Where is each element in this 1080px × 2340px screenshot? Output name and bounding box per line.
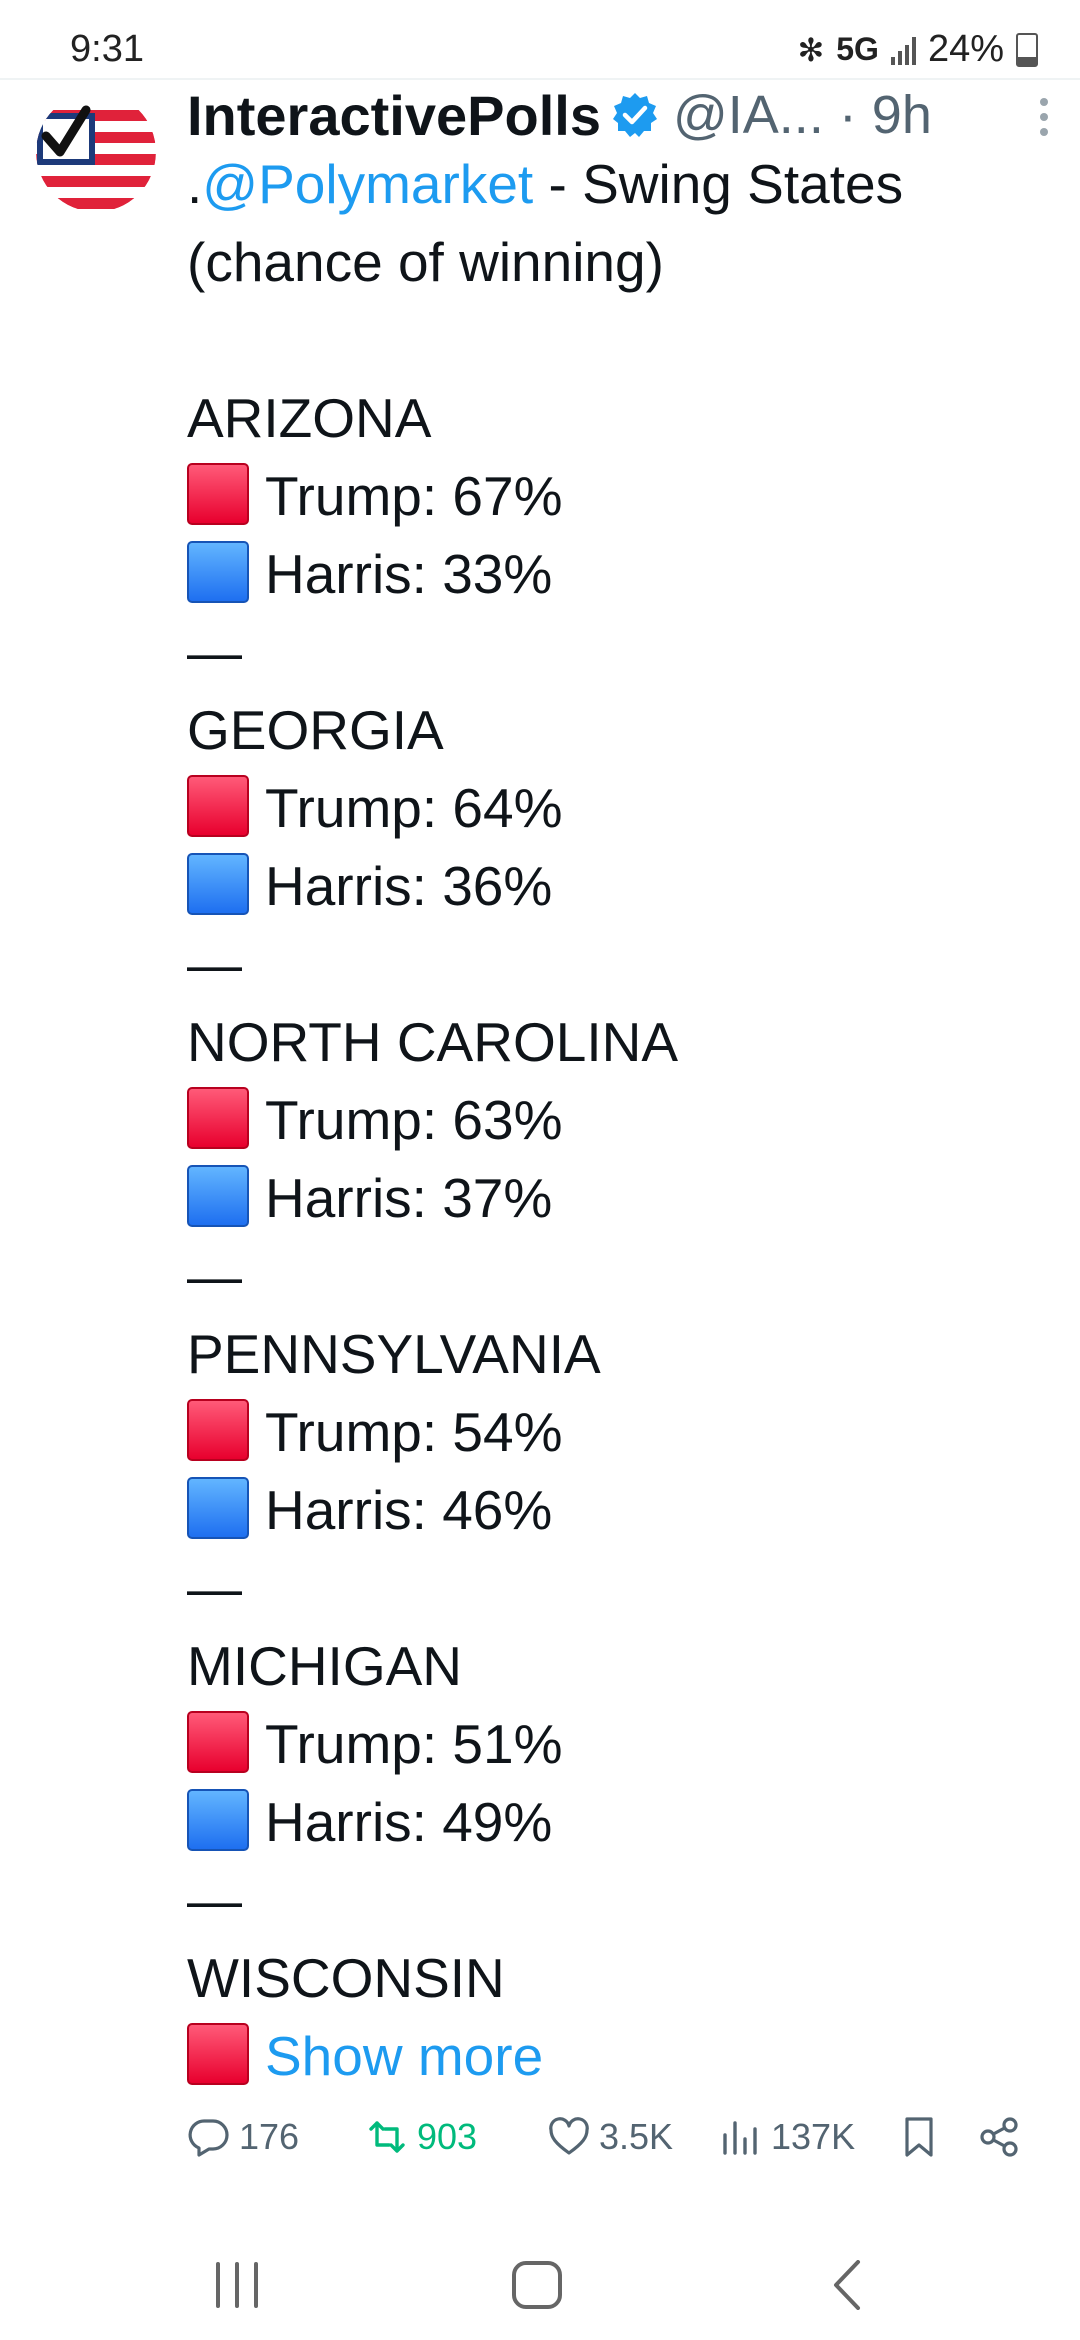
trump-line: Trump: 67%: [187, 457, 1037, 535]
state-name: ARIZONA: [187, 387, 432, 449]
reply-button[interactable]: 176: [187, 2115, 299, 2159]
state-name: WISCONSIN: [187, 1947, 505, 2009]
tweet-header: InteractivePolls @IA... · 9h: [187, 80, 1047, 150]
blue-square-icon: [187, 1789, 249, 1851]
harris-value: Harris: 37%: [265, 1167, 553, 1229]
bluetooth-icon: ✻: [797, 31, 825, 68]
tweet-actions: 176 903 3.5K 137K: [187, 2115, 1027, 2175]
avatar[interactable]: [36, 92, 156, 212]
views-count: 137K: [771, 2116, 856, 2157]
back-button-icon[interactable]: [820, 2260, 874, 2310]
flag-checkmark-logo-icon: [36, 92, 156, 212]
state-name: NORTH CAROLINA: [187, 1011, 678, 1073]
harris-value: Harris: 36%: [265, 855, 553, 917]
blue-square-icon: [187, 1165, 249, 1227]
battery-percent: 24%: [927, 28, 1004, 70]
blue-square-icon: [187, 1477, 249, 1539]
separator: —: [187, 933, 242, 995]
trump-line: Trump: 54%: [187, 1393, 1037, 1471]
separator: —: [187, 1869, 242, 1931]
intro-line: .@Polymarket - Swing States: [187, 145, 1037, 223]
repost-button[interactable]: 903: [365, 2115, 477, 2159]
trump-line: Trump: 63%: [187, 1081, 1037, 1159]
tweet-body: .@Polymarket - Swing States (chance of w…: [187, 145, 1037, 2095]
trump-value: Trump: 67%: [265, 465, 563, 527]
status-time: 9:31: [70, 28, 144, 70]
harris-line: Harris: 46%: [187, 1471, 1037, 1549]
intro-prefix: .: [187, 153, 203, 215]
show-more-line: Show more: [187, 2017, 1037, 2095]
separator: —: [187, 1557, 242, 1619]
share-button[interactable]: [977, 2115, 1021, 2159]
harris-line: Harris: 36%: [187, 847, 1037, 925]
separator: —: [187, 621, 242, 683]
android-navigation-bar: [0, 2220, 1080, 2340]
views-icon: [723, 2121, 757, 2155]
harris-value: Harris: 33%: [265, 543, 553, 605]
signal-icon: [890, 35, 916, 65]
reply-count: 176: [239, 2116, 300, 2157]
home-button-icon[interactable]: [510, 2260, 564, 2310]
polymarket-mention-link[interactable]: @Polymarket: [202, 153, 534, 215]
status-bar: 9:31 ✻ 5G 24%: [0, 0, 1080, 80]
network-type: 5G: [836, 31, 879, 67]
share-icon: [980, 2117, 1018, 2157]
intro-rest: - Swing States: [533, 153, 904, 215]
trump-line: Trump: 64%: [187, 769, 1037, 847]
harris-value: Harris: 49%: [265, 1791, 553, 1853]
trump-line: Trump: 51%: [187, 1705, 1037, 1783]
harris-line: Harris: 33%: [187, 535, 1037, 613]
trump-value: Trump: 51%: [265, 1713, 563, 1775]
blue-square-icon: [187, 853, 249, 915]
intro-line-2: (chance of winning): [187, 231, 664, 293]
show-more-link[interactable]: Show more: [265, 2025, 544, 2087]
red-square-icon: [187, 775, 249, 837]
repost-icon: [369, 2121, 405, 2153]
red-square-icon: [187, 2023, 249, 2085]
trump-value: Trump: 64%: [265, 777, 563, 839]
handle-and-time[interactable]: @IA... · 9h: [672, 85, 932, 145]
harris-line: Harris: 49%: [187, 1783, 1037, 1861]
state-name: GEORGIA: [187, 699, 444, 761]
red-square-icon: [187, 1399, 249, 1461]
more-options-icon[interactable]: [1034, 98, 1054, 136]
like-icon: [549, 2117, 589, 2155]
blue-square-icon: [187, 541, 249, 603]
harris-line: Harris: 37%: [187, 1159, 1037, 1237]
bookmark-icon: [905, 2117, 933, 2157]
red-square-icon: [187, 1711, 249, 1773]
verified-badge-icon: [612, 93, 657, 137]
trump-value: Trump: 63%: [265, 1089, 563, 1151]
repost-count: 903: [417, 2116, 478, 2157]
trump-value: Trump: 54%: [265, 1401, 563, 1463]
author-name[interactable]: InteractivePolls: [187, 83, 601, 147]
views-button[interactable]: 137K: [719, 2115, 855, 2159]
blank-line: [187, 301, 1037, 379]
recent-apps-icon[interactable]: [210, 2260, 264, 2310]
red-square-icon: [187, 1087, 249, 1149]
state-name: PENNSYLVANIA: [187, 1323, 601, 1385]
bookmark-button[interactable]: [897, 2115, 941, 2159]
red-square-icon: [187, 463, 249, 525]
like-count: 3.5K: [599, 2116, 674, 2157]
separator: —: [187, 1245, 242, 1307]
harris-value: Harris: 46%: [265, 1479, 553, 1541]
state-name: MICHIGAN: [187, 1635, 462, 1697]
battery-icon: [1016, 32, 1038, 67]
status-icons: ✻ 5G 24%: [797, 28, 1038, 71]
reply-icon: [188, 2119, 229, 2157]
like-button[interactable]: 3.5K: [547, 2115, 673, 2159]
